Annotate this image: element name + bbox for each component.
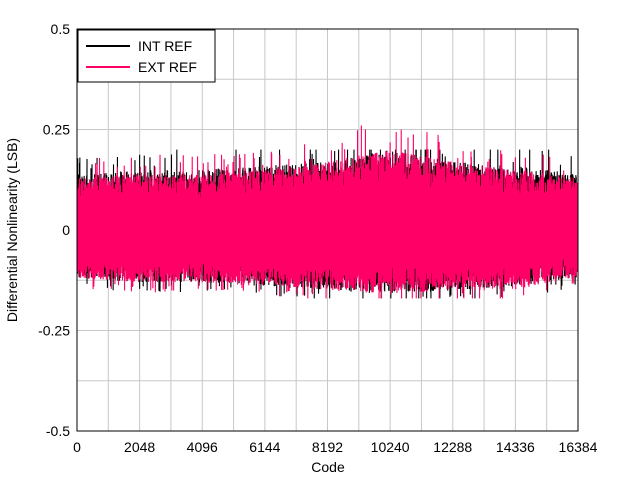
x-axis-ticks: 0 2048 4096 6144 8192 10240 12288 14336 16384 xyxy=(73,439,598,455)
x-axis-title: Code xyxy=(311,459,345,475)
x-tick-label: 2048 xyxy=(124,439,155,455)
y-tick-label: 0.25 xyxy=(43,122,70,138)
y-tick-label: 0 xyxy=(62,222,70,238)
plot-frame xyxy=(76,28,579,432)
y-tick-label: -0.5 xyxy=(46,423,70,439)
y-axis-title: Differential Nonlinearity (LSB) xyxy=(4,138,20,322)
x-tick-label: 16384 xyxy=(559,439,598,455)
legend: INT REF EXT REF xyxy=(77,29,216,83)
x-tick-label: 6144 xyxy=(249,439,280,455)
x-tick-label: 14336 xyxy=(496,439,535,455)
y-axis-ticks: 0.5 0.25 0 -0.25 -0.5 xyxy=(38,21,70,439)
series-line-ext-ref xyxy=(77,125,578,299)
x-tick-label: 12288 xyxy=(433,439,472,455)
y-tick-label: -0.25 xyxy=(38,323,70,339)
legend-label-int-ref: INT REF xyxy=(138,38,192,54)
x-tick-label: 0 xyxy=(73,439,81,455)
legend-box xyxy=(77,29,216,83)
x-tick-label: 4096 xyxy=(187,439,218,455)
legend-label-ext-ref: EXT REF xyxy=(138,59,197,75)
plot-area xyxy=(77,125,578,299)
x-tick-label: 8192 xyxy=(312,439,343,455)
x-tick-label: 10240 xyxy=(371,439,410,455)
y-tick-label: 0.5 xyxy=(51,21,71,37)
